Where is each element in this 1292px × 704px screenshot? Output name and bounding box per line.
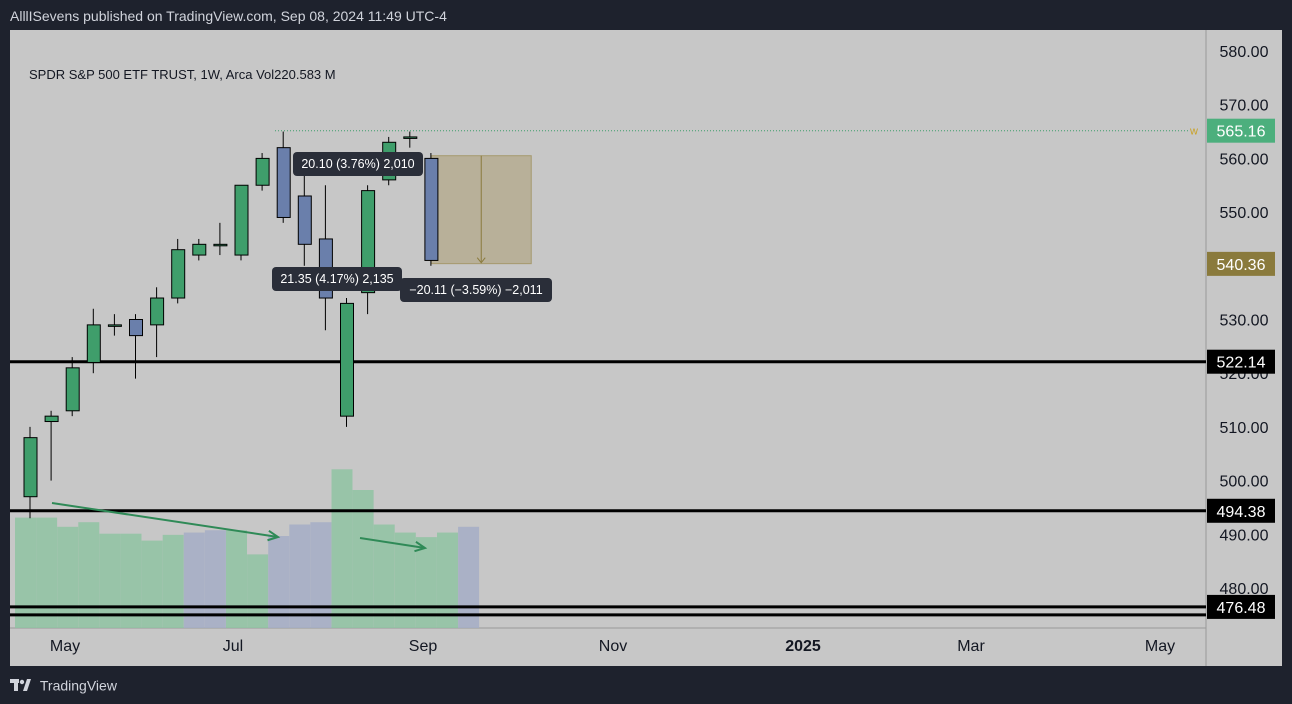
y-tick-label: 490.00 (1220, 527, 1269, 544)
volume-bar (352, 490, 374, 628)
publisher-text: AlllISevens published on TradingView.com… (10, 8, 447, 24)
y-tick-label: 570.00 (1220, 98, 1269, 115)
volume-bar (331, 469, 353, 628)
price-marker-bg (1207, 118, 1275, 143)
volume-trend-arrow (359, 537, 426, 549)
candle-body (171, 249, 186, 299)
volume-bar (120, 533, 142, 628)
volume-bar (99, 533, 121, 628)
x-tick-label: Mar (957, 638, 985, 655)
candle-body (65, 367, 80, 412)
candle-body (150, 297, 165, 326)
chart-panel[interactable]: w 20.10 (3.76%) 2,010 21.35 (4.17%) 2,135 −… (10, 30, 1282, 666)
candle-body (86, 324, 101, 363)
measurement-label: −20.11 (−3.59%) −2,011 (409, 283, 542, 297)
volume-bar (437, 532, 458, 628)
candle-body (234, 184, 249, 256)
volume-bar (415, 537, 437, 628)
x-tick-label: Jul (223, 638, 243, 655)
volume-bar (373, 524, 395, 628)
y-tick-label: 560.00 (1220, 151, 1269, 168)
y-tick-label: 480.00 (1220, 581, 1269, 598)
candle-body (192, 243, 207, 256)
volume-bar (57, 526, 79, 628)
candle-body (107, 324, 122, 327)
brand-name: TradingView (39, 677, 117, 694)
week-marker: w (1189, 126, 1198, 138)
measurement-label-bg (272, 267, 402, 291)
candle-body (340, 302, 354, 417)
x-tick-label: 2025 (785, 638, 821, 655)
candle-body (297, 195, 312, 245)
level-price-bg (1207, 594, 1275, 619)
volume-bar (183, 532, 205, 628)
candle-body (213, 243, 228, 247)
y-tick-label: 500.00 (1220, 474, 1269, 491)
tradingview-logo-icon (10, 679, 31, 692)
volume-bar (268, 536, 290, 628)
candle-body (23, 437, 38, 498)
y-tick-label: 550.00 (1220, 205, 1269, 222)
level-price-label: 494.38 (1217, 504, 1266, 521)
volume-bar (458, 526, 480, 628)
level-price-bg (1207, 349, 1275, 374)
y-tick-label: 510.00 (1220, 420, 1269, 437)
volume-bar (78, 522, 100, 628)
measurement-label-bg (400, 278, 552, 302)
volume-bar (226, 530, 247, 628)
price-chart[interactable]: w 20.10 (3.76%) 2,010 21.35 (4.17%) 2,135 −… (10, 30, 1282, 666)
volume-trend-arrow-head (414, 540, 428, 553)
volume-bar (289, 524, 311, 628)
publisher-bar: AlllISevens published on TradingView.com… (0, 0, 1292, 30)
volume-bar (36, 517, 58, 628)
volume-trend-arrow (51, 502, 279, 538)
level-price-label: 522.14 (1217, 355, 1266, 372)
measurement-label: 20.10 (3.76%) 2,010 (301, 157, 414, 171)
candle-body (403, 136, 418, 139)
price-marker-label: 565.16 (1217, 124, 1266, 141)
volume-bar (162, 534, 184, 628)
volume-bar (247, 554, 269, 628)
x-tick-label: Nov (599, 638, 627, 655)
price-marker-label: 540.36 (1217, 257, 1266, 274)
x-tick-label: May (1145, 638, 1175, 655)
volume-bar (310, 522, 332, 628)
candle-body (255, 157, 270, 186)
candle-body (129, 319, 143, 337)
symbol-legend[interactable]: SPDR S&P 500 ETF TRUST, 1W, Arca Vol220.… (29, 67, 336, 82)
price-marker-bg (1207, 251, 1275, 276)
y-tick-label: 580.00 (1220, 44, 1269, 61)
measurement-label: 21.35 (4.17%) 2,135 (280, 272, 393, 286)
level-price-bg (1207, 498, 1275, 523)
x-tick-label: Sep (409, 638, 438, 655)
volume-bar (394, 532, 416, 628)
level-price-label: 476.48 (1217, 600, 1266, 617)
candle-body (424, 157, 439, 261)
x-tick-label: May (50, 638, 80, 655)
brand-footer: TradingView (10, 676, 117, 696)
measure-arrow-head (476, 257, 486, 264)
volume-bar (204, 530, 226, 628)
candle-body (44, 415, 59, 423)
candle-body (276, 147, 291, 218)
measurement-label-bg (293, 152, 423, 176)
volume-bar (15, 517, 36, 628)
volume-trend-arrow-head (267, 529, 281, 542)
y-tick-label: 530.00 (1220, 313, 1269, 330)
